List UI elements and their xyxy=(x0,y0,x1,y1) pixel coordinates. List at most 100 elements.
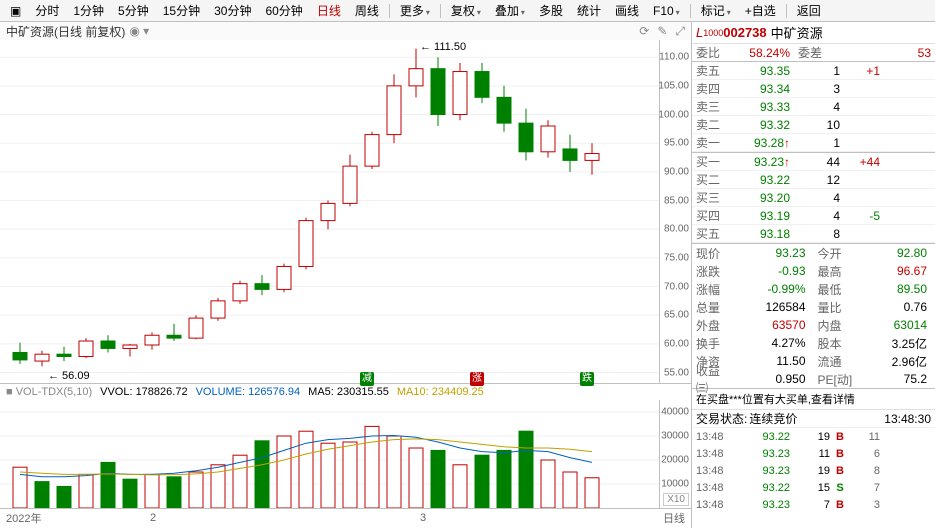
quote-value: 89.50 xyxy=(852,282,932,296)
order-price: 93.34 xyxy=(730,82,790,96)
toolbar-btn-11[interactable]: 多股 xyxy=(533,0,569,21)
tick-price: 93.22 xyxy=(736,482,790,494)
tick-flag: B xyxy=(830,448,850,460)
quote-label: 流通 xyxy=(818,353,852,370)
chart-header-icons: ⟳ ✎ ⤢ xyxy=(639,24,685,39)
order-row: 买五 93.18 8 xyxy=(692,225,935,243)
chart-header-icon-2[interactable]: ⤢ xyxy=(675,24,685,39)
toolbar-btn-4[interactable]: 30分钟 xyxy=(208,0,257,21)
price-tick: 90.00 xyxy=(664,166,689,177)
toolbar-btn-1[interactable]: 1分钟 xyxy=(67,0,110,21)
chart-header: 中矿资源(日线 前复权) ◉ ▾ ⟳✎⤢ xyxy=(0,22,691,40)
toolbar-btn-0[interactable]: 分时 xyxy=(29,0,65,21)
toolbar-btn-14[interactable]: F10 xyxy=(647,2,686,20)
toolbar-btn-13[interactable]: 画线 xyxy=(609,0,645,21)
volume-chart[interactable]: 10000200003000040000 X10 xyxy=(0,400,691,508)
vol-indicator-name: ■ VOL-TDX(5,10) xyxy=(6,386,92,398)
quote-value: 93.23 xyxy=(730,246,810,260)
tick-row: 13:48 93.23 19 B 8 xyxy=(692,462,935,479)
quote-cell: 换手4.27% xyxy=(692,334,814,352)
order-label: 卖五 xyxy=(696,62,730,79)
order-qty: 1 xyxy=(790,64,840,78)
order-label: 买一 xyxy=(696,153,730,170)
status-time: 13:48:30 xyxy=(884,412,931,426)
price-tick: 100.00 xyxy=(658,109,689,120)
price-y-axis: 55.0060.0065.0070.0075.0080.0085.0090.00… xyxy=(659,40,691,384)
order-label: 卖四 xyxy=(696,80,730,97)
order-row: 卖三 93.33 4 xyxy=(692,98,935,116)
quote-label: 外盘 xyxy=(696,317,730,334)
order-qty: 3 xyxy=(790,82,840,96)
toolbar-btn-2[interactable]: 5分钟 xyxy=(112,0,155,21)
toolbar-menu-icon[interactable]: ▣ xyxy=(4,2,27,20)
order-price: 93.20 xyxy=(730,191,790,205)
price-tick: 110.00 xyxy=(659,52,689,63)
quote-label: 最低 xyxy=(818,281,852,298)
candlestick-chart[interactable]: 55.0060.0065.0070.0075.0080.0085.0090.00… xyxy=(0,40,691,384)
order-price: 93.33 xyxy=(730,100,790,114)
quote-label: 内盘 xyxy=(818,317,852,334)
toolbar-btn-10[interactable]: 叠加 xyxy=(489,0,531,21)
tick-count: 7 xyxy=(850,482,880,494)
time-label: 2022年 xyxy=(6,510,41,526)
toolbar-btn-17[interactable]: 返回 xyxy=(791,0,827,21)
order-label: 买五 xyxy=(696,225,730,242)
tick-vol: 11 xyxy=(790,448,830,460)
toolbar-btn-15[interactable]: 标记 xyxy=(695,0,737,21)
chart-header-icon-0[interactable]: ⟳ xyxy=(639,24,649,39)
order-row: 卖五 93.35 1 +1 xyxy=(692,62,935,80)
tick-count: 11 xyxy=(850,431,880,443)
toolbar-btn-5[interactable]: 60分钟 xyxy=(259,0,308,21)
volume-x10-label: X10 xyxy=(663,493,689,506)
order-row: 买一 93.23↑ 44 +44 xyxy=(692,153,935,171)
order-price: 93.32 xyxy=(730,118,790,132)
price-tick: 95.00 xyxy=(664,138,689,149)
quote-value: -0.99% xyxy=(730,282,810,296)
toolbar-btn-6[interactable]: 日线 xyxy=(311,0,347,21)
quote-value: 0.76 xyxy=(852,300,932,314)
toolbar-btn-7[interactable]: 周线 xyxy=(349,0,385,21)
chart-title-dropdown-icon[interactable]: ◉ ▾ xyxy=(129,24,149,38)
quote-label: PE[动] xyxy=(818,371,852,388)
price-tick: 85.00 xyxy=(664,195,689,206)
trade-message[interactable]: 在买盘***位置有大买单,查看详情 xyxy=(692,389,935,410)
chart-header-icon-1[interactable]: ✎ xyxy=(657,24,667,39)
tick-flag: S xyxy=(830,482,850,494)
trade-status-row: 交易状态: 连续竞价 13:48:30 xyxy=(692,410,935,428)
tick-row: 13:48 93.22 15 S 7 xyxy=(692,479,935,496)
order-row: 卖四 93.34 3 xyxy=(692,80,935,98)
time-label: 3 xyxy=(420,512,426,524)
volume-tick: 10000 xyxy=(661,479,689,490)
order-price: 93.23↑ xyxy=(730,155,790,169)
toolbar-btn-8[interactable]: 更多 xyxy=(394,0,436,21)
quote-value: 2.96亿 xyxy=(852,353,932,370)
order-label: 卖二 xyxy=(696,116,730,133)
quote-cell: PE[动]75.2 xyxy=(814,370,935,388)
toolbar-btn-16[interactable]: +自选 xyxy=(739,0,782,21)
order-row: 买四 93.19 4 -5 xyxy=(692,207,935,225)
tick-flag: B xyxy=(830,465,850,477)
tick-list[interactable]: 13:48 93.22 19 B 1113:48 93.23 11 B 613:… xyxy=(692,428,935,528)
quote-value: 92.80 xyxy=(852,246,932,260)
tick-time: 13:48 xyxy=(696,499,736,511)
quote-cell: 股本3.25亿 xyxy=(814,334,935,352)
quote-value: 11.50 xyxy=(730,354,810,368)
tick-time: 13:48 xyxy=(696,448,736,460)
toolbar-btn-12[interactable]: 统计 xyxy=(571,0,607,21)
price-tick: 80.00 xyxy=(664,224,689,235)
quote-cell: 涨幅-0.99% xyxy=(692,280,814,298)
quote-cell: 现价93.23 xyxy=(692,244,814,262)
tick-row: 13:48 93.23 7 B 3 xyxy=(692,496,935,513)
high-annotation: ← 111.50 xyxy=(420,41,466,53)
volume-tick: 40000 xyxy=(661,407,689,418)
quote-label: 量比 xyxy=(818,299,852,316)
order-qty: 1 xyxy=(790,136,840,150)
tick-count: 3 xyxy=(850,499,880,511)
order-row: 卖一 93.28↑ 1 xyxy=(692,134,935,152)
quote-cell: 今开92.80 xyxy=(814,244,935,262)
toolbar-btn-9[interactable]: 复权 xyxy=(445,0,487,21)
quote-label: 总量 xyxy=(696,299,730,316)
vol-vvol: VVOL: 178826.72 xyxy=(100,386,187,398)
toolbar-btn-3[interactable]: 15分钟 xyxy=(157,0,206,21)
quote-panel: L 1000 002738 中矿资源 委比 58.24% 委差 53 卖五 93… xyxy=(692,22,935,528)
